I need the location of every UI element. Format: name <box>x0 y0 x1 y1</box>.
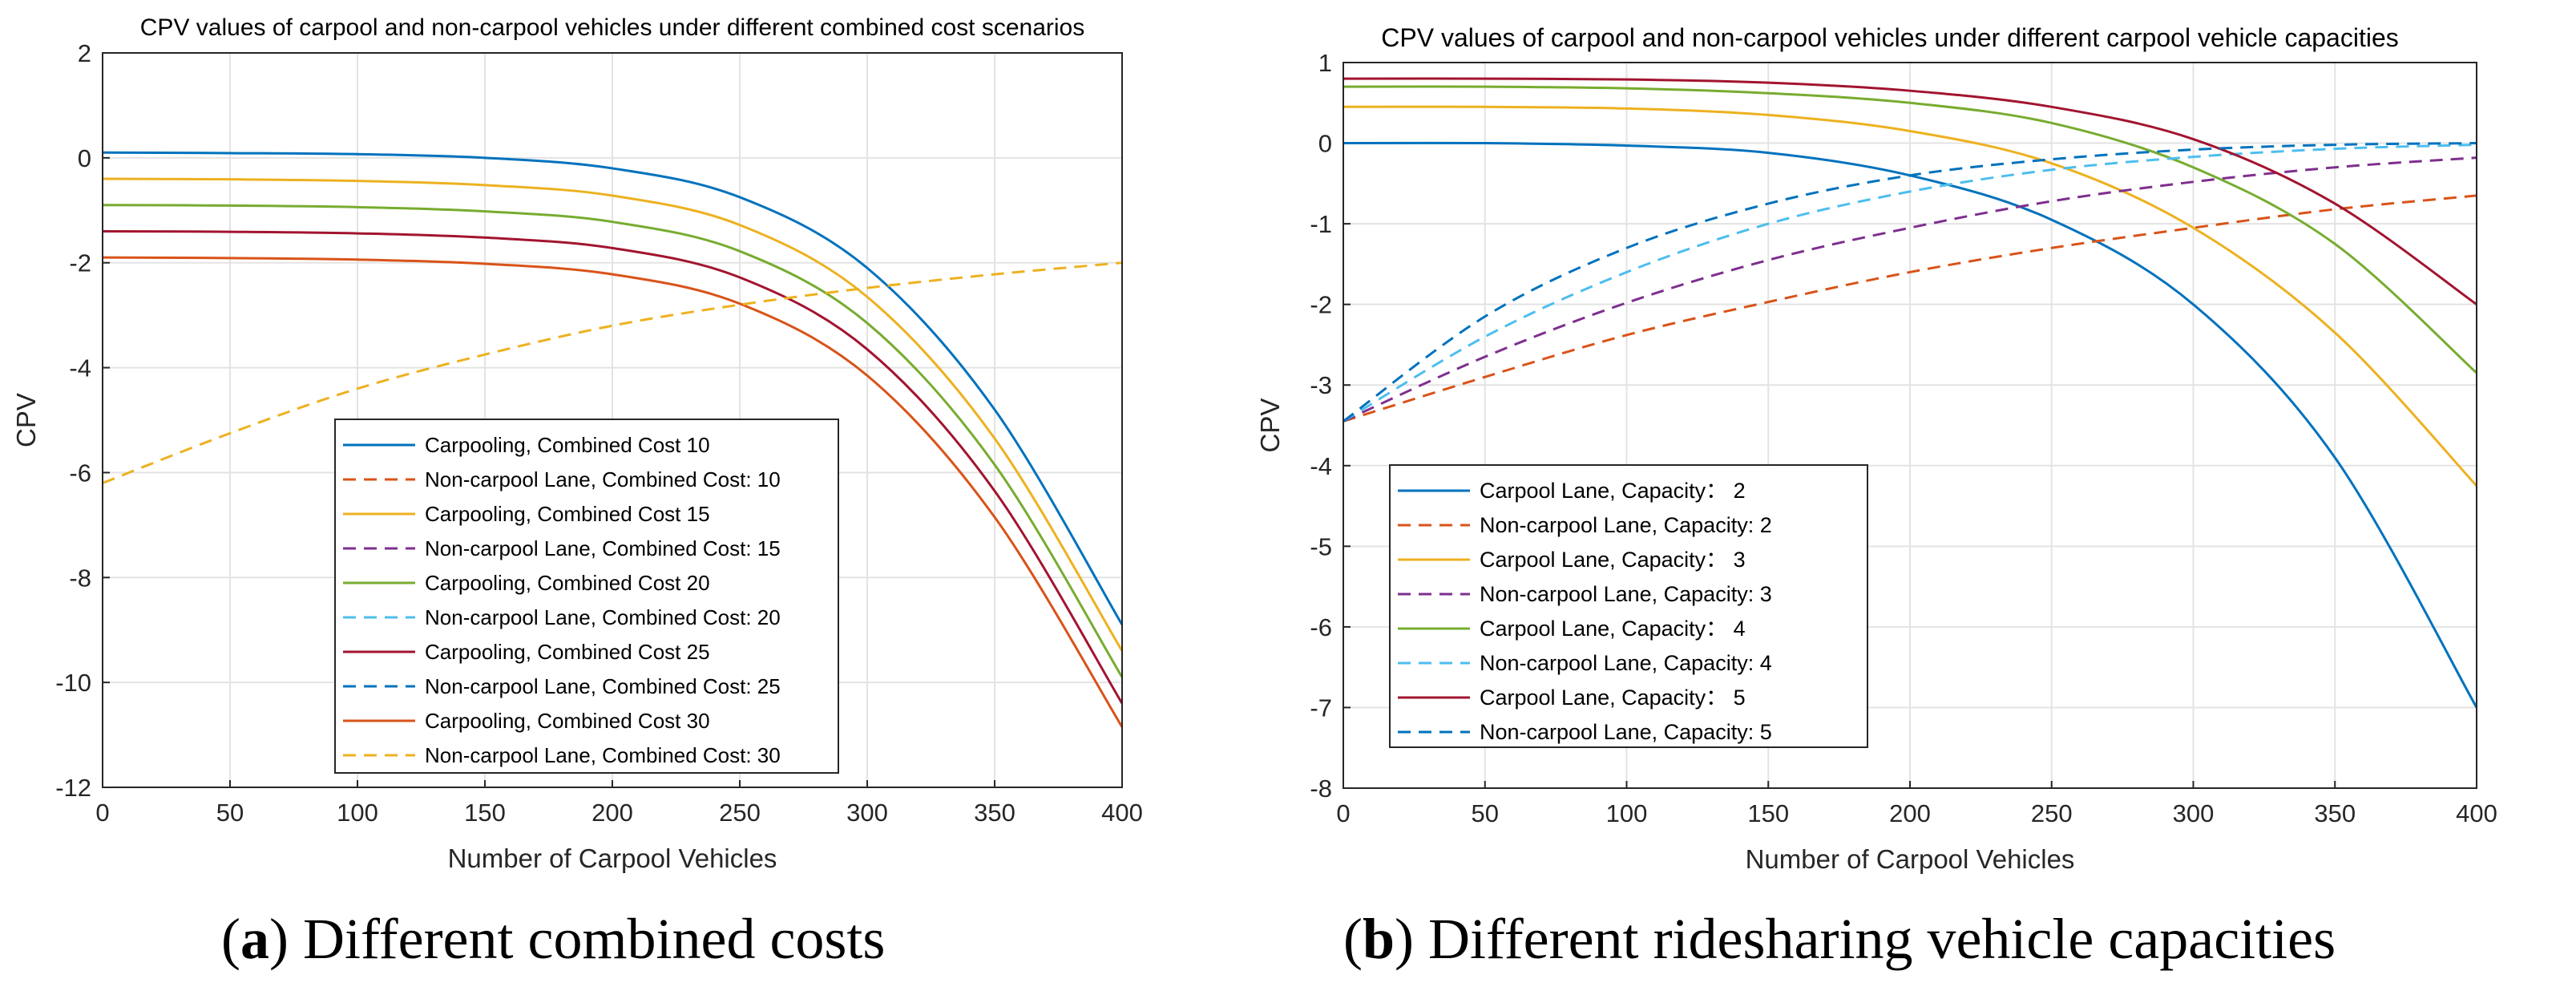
a-legend-label-1: Non-carpool Lane, Combined Cost: 10 <box>425 467 781 491</box>
a-y-tick-label-3: -4 <box>69 354 91 382</box>
a-series-line-9 <box>102 261 1123 484</box>
b-y-tick-label-4: -3 <box>1310 371 1332 399</box>
a-y-tick-label-7: -12 <box>55 774 91 802</box>
chart-panel-b: 0 50 100 150 200 250 300 350 400 1 0 -1 -2 -3 -4 -5 -6 -7… <box>1255 23 2497 874</box>
b-y-tick-label-1: 0 <box>1318 130 1332 158</box>
a-legend-label-9: Non-carpool Lane, Combined Cost: 30 <box>425 743 781 767</box>
a-x-tick-label-3: 150 <box>464 799 506 827</box>
b-series-line-5 <box>1343 144 2477 423</box>
b-series-line-7 <box>1343 142 2477 423</box>
a-series-line-6 <box>102 229 1124 705</box>
caption-b: (b) Different ridesharing vehicle capaci… <box>1343 907 2336 971</box>
a-legend-label-4: Carpooling, Combined Cost 20 <box>425 571 710 595</box>
a-x-tick-label-2: 100 <box>337 799 378 827</box>
a-y-tick-label-4: -6 <box>69 459 91 487</box>
a-y-tick-label-0: 2 <box>78 39 91 67</box>
a-legend-box <box>334 419 839 774</box>
b-x-tick-label-8: 400 <box>2456 799 2497 827</box>
b-x-tick-label-4: 200 <box>1889 799 1931 827</box>
a-legend-label-8: Carpooling, Combined Cost 30 <box>425 709 710 733</box>
b-x-tick-label-7: 350 <box>2314 799 2356 827</box>
b-legend-label-3: Non-carpool Lane, Capacity: 3 <box>1480 582 1772 606</box>
b-y-axis-label: CPV <box>1255 398 1285 453</box>
a-legend-label-3: Non-carpool Lane, Combined Cost: 15 <box>425 536 781 560</box>
caption-b-letter: b <box>1362 907 1395 971</box>
chart-panel-a: 0 50 100 150 200 250 300 350 400 2 0 -2 -4 -6 -8 -10 -12… <box>11 14 1143 873</box>
a-y-tick-label-5: -8 <box>69 564 91 592</box>
a-series-line-8 <box>102 256 1124 728</box>
b-x-tick-label-2: 100 <box>1606 799 1648 827</box>
b-legend-label-2: Carpool Lane, Capacity： 3 <box>1480 548 1746 572</box>
b-x-tick-label-0: 0 <box>1336 799 1350 827</box>
a-y-tick-label-6: -10 <box>55 669 91 697</box>
caption-b-text: Different ridesharing vehicle capacities <box>1428 907 2336 971</box>
b-legend-label-1: Non-carpool Lane, Capacity: 2 <box>1480 513 1772 537</box>
b-legend-box <box>1389 464 1868 748</box>
a-legend-label-2: Carpooling, Combined Cost 15 <box>425 502 710 526</box>
a-y-tick-label-2: -2 <box>69 249 91 277</box>
b-series-line-1 <box>1343 194 2477 423</box>
a-axes-box <box>102 52 1123 788</box>
a-x-tick-label-1: 50 <box>216 799 244 827</box>
a-y-axis-label: CPV <box>11 393 41 447</box>
caption-a-letter: a <box>240 907 269 971</box>
b-chart-title: CPV values of carpool and non-carpool ve… <box>1381 23 2398 52</box>
a-x-tick-label-0: 0 <box>95 799 109 827</box>
a-x-axis-label: Number of Carpool Vehicles <box>448 843 777 873</box>
b-y-tick-label-8: -7 <box>1310 694 1332 722</box>
a-x-tick-label-5: 250 <box>719 799 761 827</box>
b-x-tick-label-1: 50 <box>1472 799 1499 827</box>
b-x-tick-label-5: 250 <box>2031 799 2073 827</box>
b-x-axis-label: Number of Carpool Vehicles <box>1746 844 2075 874</box>
b-y-tick-label-5: -4 <box>1310 452 1332 480</box>
b-series-line-6 <box>1343 77 2477 305</box>
b-series-line-4 <box>1343 85 2478 374</box>
a-legend-label-0: Carpooling, Combined Cost 10 <box>425 433 710 457</box>
a-legend-label-7: Non-carpool Lane, Combined Cost: 25 <box>425 674 781 698</box>
a-y-tick-label-1: 0 <box>78 144 91 172</box>
b-series-line-3 <box>1343 156 2477 423</box>
b-legend-label-5: Non-carpool Lane, Capacity: 4 <box>1480 651 1772 675</box>
a-series-line-2 <box>102 177 1124 652</box>
a-x-tick-label-4: 200 <box>592 799 633 827</box>
b-x-tick-label-6: 300 <box>2173 799 2215 827</box>
a-series-line-0 <box>102 151 1124 625</box>
b-y-tick-label-9: -8 <box>1310 775 1332 803</box>
b-legend-label-7: Non-carpool Lane, Capacity: 5 <box>1480 720 1772 744</box>
b-y-tick-label-6: -5 <box>1310 532 1332 560</box>
caption-a-text: Different combined costs <box>302 907 886 971</box>
b-y-tick-label-3: -2 <box>1310 291 1332 319</box>
a-x-tick-label-7: 350 <box>974 799 1015 827</box>
b-legend-label-6: Carpool Lane, Capacity： 5 <box>1480 686 1746 710</box>
a-series-line-4 <box>102 204 1124 678</box>
b-legend-label-4: Carpool Lane, Capacity： 4 <box>1480 617 1746 641</box>
a-x-tick-label-6: 300 <box>846 799 888 827</box>
a-legend-label-5: Non-carpool Lane, Combined Cost: 20 <box>425 605 781 629</box>
b-series-line-2 <box>1343 105 2478 487</box>
b-x-tick-label-3: 150 <box>1747 799 1789 827</box>
a-legend-label-6: Carpooling, Combined Cost 25 <box>425 640 710 664</box>
b-y-tick-label-0: 1 <box>1318 49 1332 77</box>
b-legend-label-0: Carpool Lane, Capacity： 2 <box>1480 479 1746 503</box>
b-y-tick-label-7: -6 <box>1310 613 1332 641</box>
b-y-tick-label-2: -1 <box>1310 210 1332 238</box>
caption-a: (a) Different combined costs <box>221 907 886 971</box>
a-chart-title: CPV values of carpool and non-carpool ve… <box>140 14 1084 41</box>
b-axes-box <box>1343 62 2477 789</box>
a-x-tick-label-8: 400 <box>1101 799 1143 827</box>
